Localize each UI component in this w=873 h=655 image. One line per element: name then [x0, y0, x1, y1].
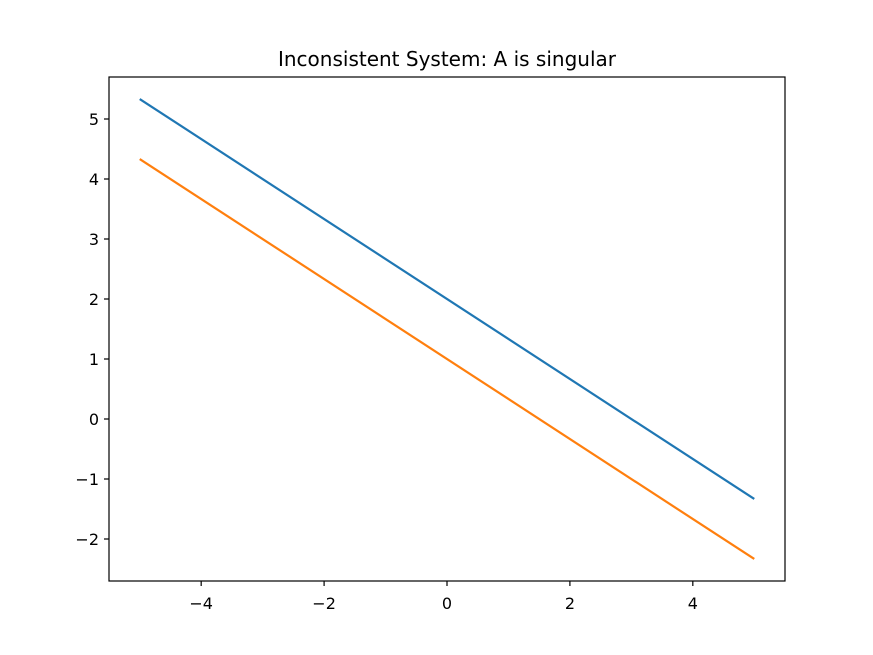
x-tick-label: −2 — [312, 594, 336, 613]
plot-frame — [108, 76, 786, 582]
y-tick-label: 5 — [89, 110, 99, 129]
ticks-layer: −4 −2 0 2 4 −2 −1 0 1 2 3 4 5 — [75, 110, 698, 613]
series-layer — [139, 98, 755, 560]
x-tick-label: 4 — [688, 594, 698, 613]
y-tick-label: 4 — [89, 170, 99, 189]
y-tick-label: 1 — [89, 350, 99, 369]
y-tick-label: 2 — [89, 290, 99, 309]
y-tick-label: 0 — [89, 410, 99, 429]
y-tick-label: −1 — [75, 470, 99, 489]
series-line-2 — [139, 158, 755, 560]
series-line-1 — [139, 98, 755, 500]
chart-title: Inconsistent System: A is singular — [278, 47, 617, 71]
x-tick-label: −4 — [189, 594, 213, 613]
y-tick-label: −2 — [75, 530, 99, 549]
y-tick-label: 3 — [89, 230, 99, 249]
x-tick-label: 2 — [565, 594, 575, 613]
x-tick-label: 0 — [442, 594, 452, 613]
